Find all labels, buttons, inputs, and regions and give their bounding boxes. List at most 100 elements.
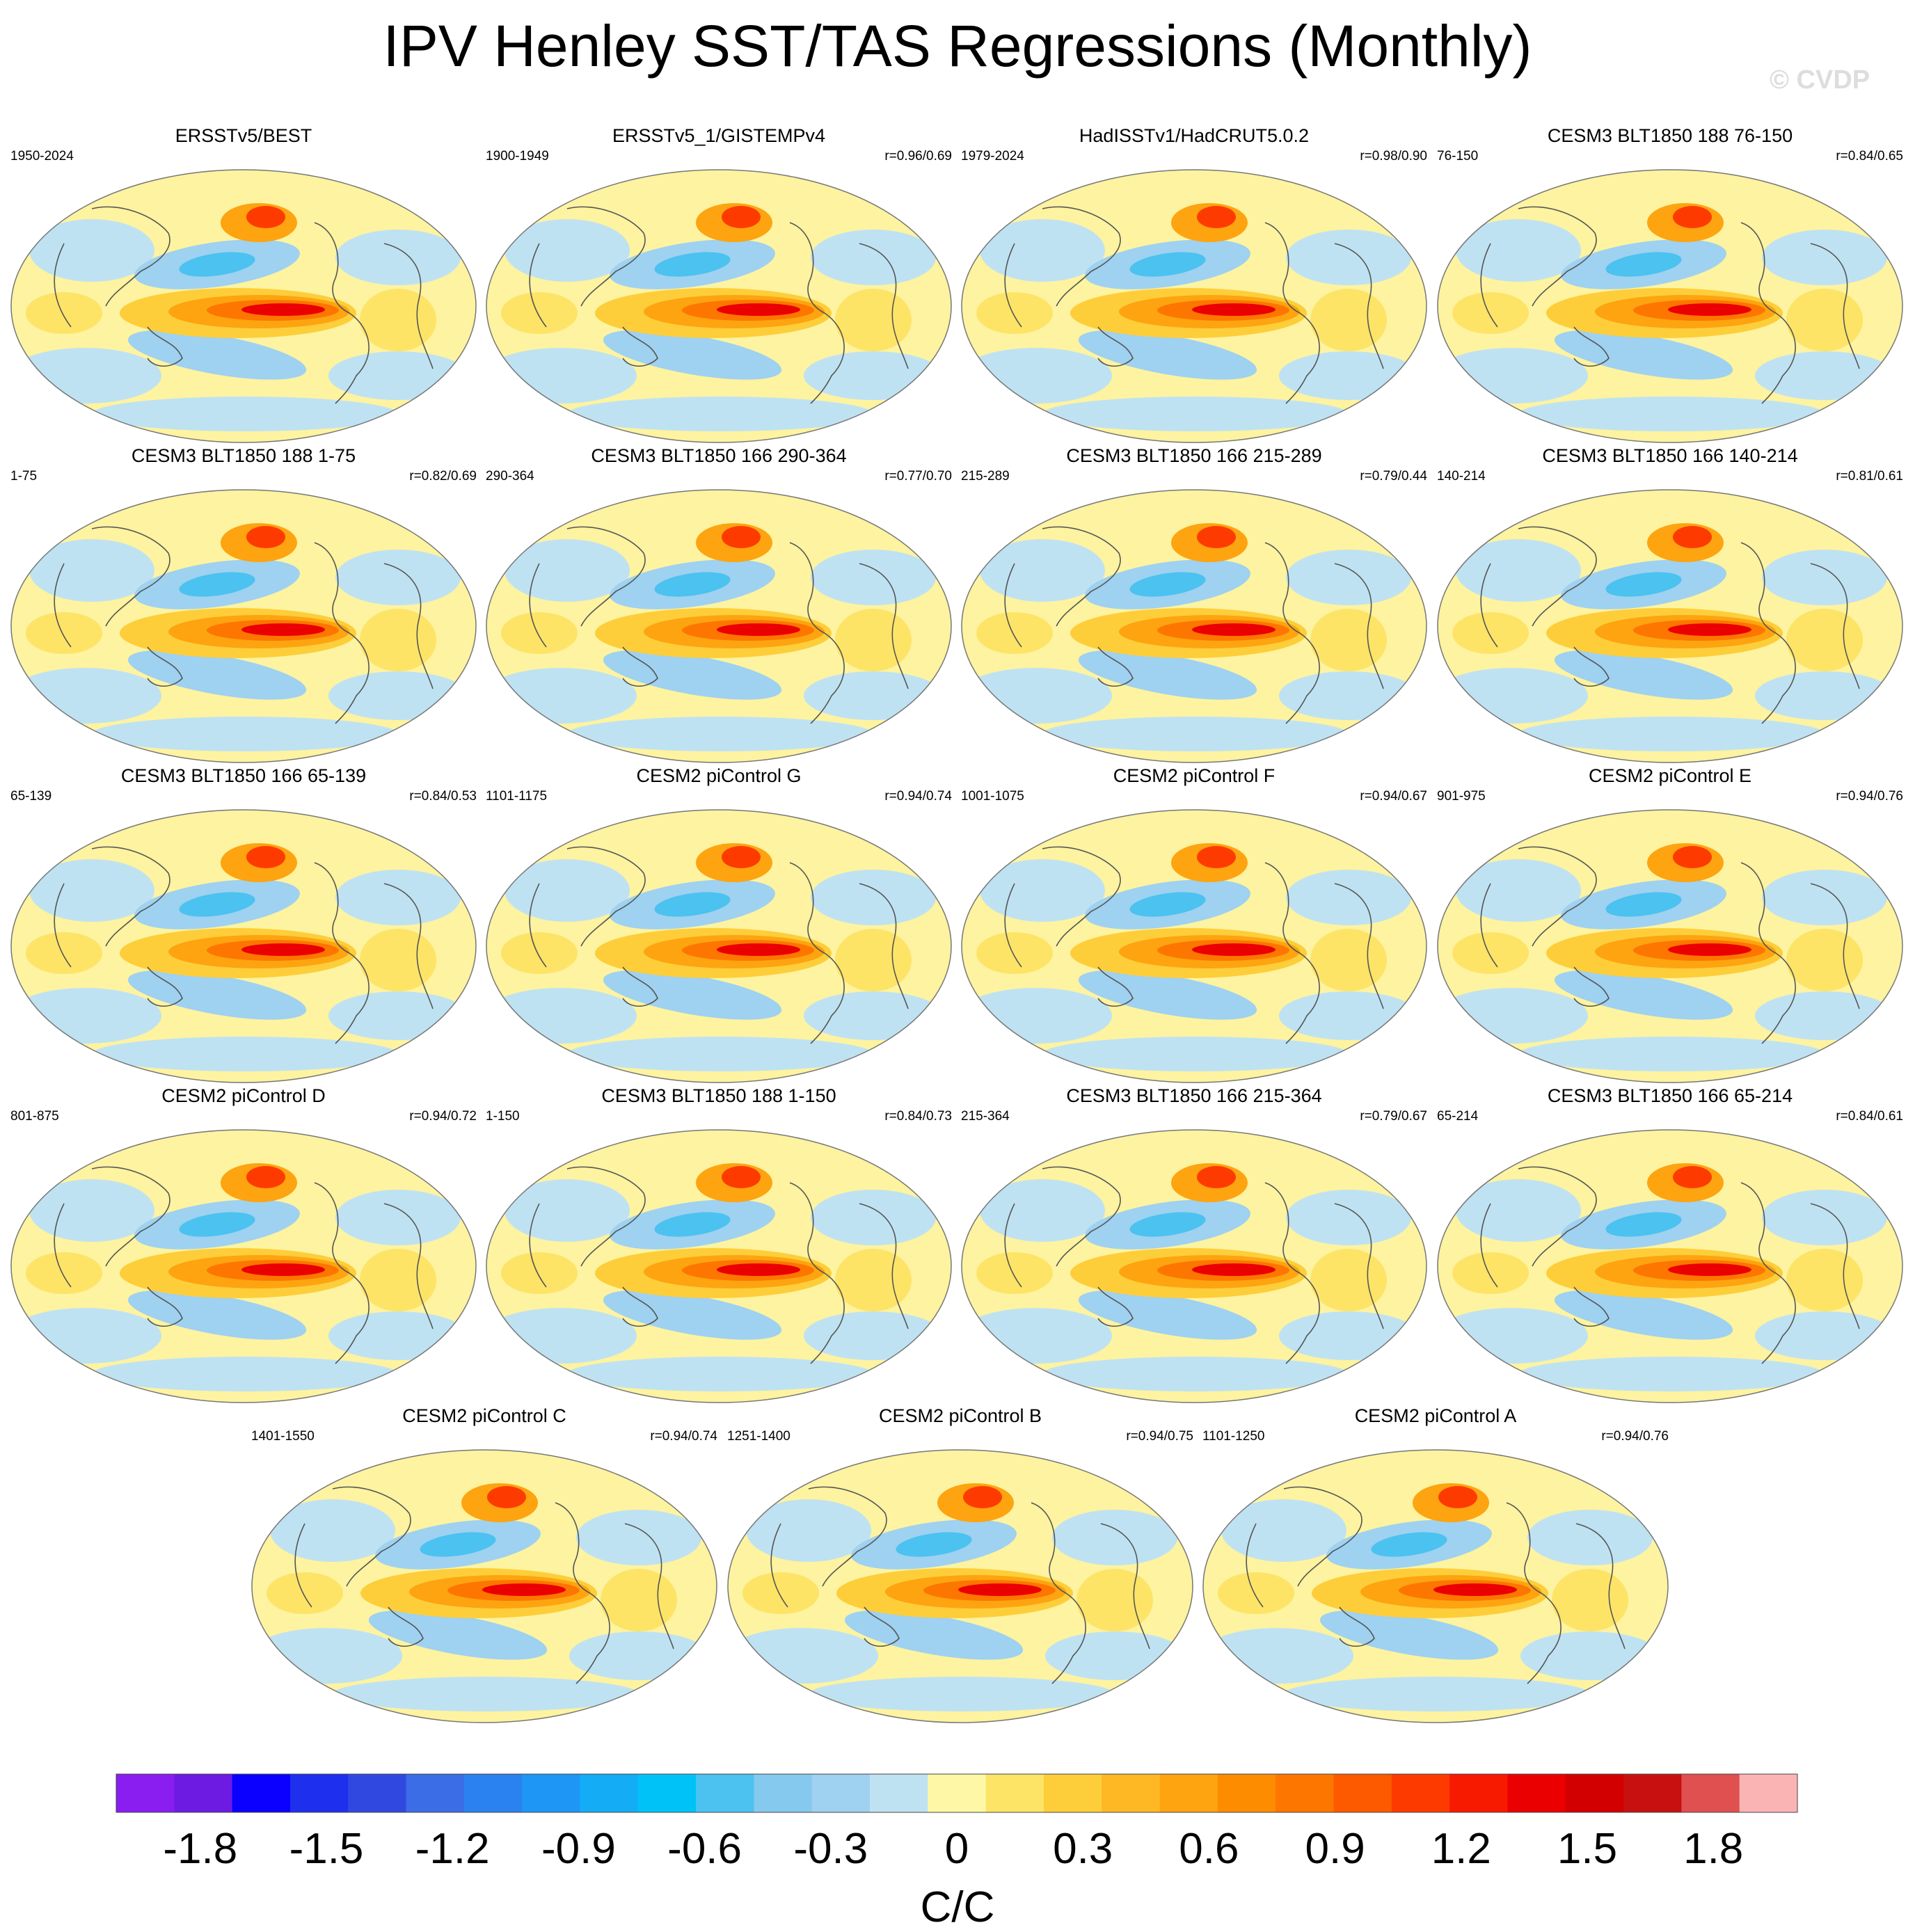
colorbar-tick-label: -0.3 [793,1825,868,1873]
panel-title: CESM2 piControl F [1113,765,1276,786]
panel-period: 215-289 [961,469,1010,484]
anomaly-contour [1310,609,1387,671]
coastline [1339,1606,1375,1647]
chart-title: IPV Henley SST/TAS Regressions (Monthly) [383,13,1532,79]
colorbar-swatch [811,1774,871,1812]
coastline [1264,862,1320,1044]
coastline [566,206,646,307]
anomaly-contour [1310,929,1387,991]
anomaly-contour [241,303,325,316]
anomaly-contour [567,1357,873,1391]
panel-correlation: r=0.94/0.75 [1126,1429,1193,1444]
map-border [10,809,477,1083]
coastline [1042,526,1121,627]
panel-title: CESM2 piControl C [402,1405,566,1426]
colorbar-tick-label: 1.5 [1557,1825,1617,1873]
regression-map [486,489,952,763]
coastline [1480,1203,1498,1288]
anomaly-contour [811,550,936,605]
panel-period: 1979-2024 [961,149,1024,163]
coastline [529,883,547,968]
coastline [624,1523,674,1650]
panel-title: CESM3 BLT1850 188 1-150 [601,1085,836,1106]
coastline [91,846,170,947]
panel-period: 290-364 [486,469,534,484]
panel-title: CESM3 BLT1850 188 76-150 [1547,125,1793,146]
map-border [1437,489,1903,763]
regression-map [1437,809,1903,1083]
coastline [91,1166,170,1267]
regression-map [1437,489,1903,763]
coastline [1264,222,1320,404]
anomaly-contour [501,292,578,334]
colorbar-swatch [289,1774,349,1812]
coastline [1004,1203,1022,1288]
map-panel: CESM3 BLT1850 188 1-75 1-75 r=0.82/0.69 [7,445,480,772]
coastline [1097,646,1134,687]
anomaly-contour [1673,206,1712,228]
anomaly-contour [1286,230,1411,285]
anomaly-contour [603,970,782,1020]
map-panel: CESM2 piControl C 1401-1550 r=0.94/0.74 [248,1405,721,1732]
panel-correlation: r=0.81/0.61 [1836,469,1903,484]
anomaly-contour [360,289,436,351]
anomaly-contour [980,219,1105,282]
anomaly-contour [1786,609,1863,671]
map-border [251,1449,717,1723]
panel-period: 1101-1175 [486,789,548,804]
anomaly-contour [1452,292,1529,334]
coastline [622,646,658,687]
anomaly-contour [504,539,630,602]
anomaly-contour [92,397,398,431]
coastline [294,1523,312,1608]
panel-title: CESM3 BLT1850 166 290-364 [591,445,847,466]
anomaly-contour [1078,330,1257,380]
panel-title: CESM3 BLT1850 166 65-139 [120,765,367,786]
coastline [91,206,170,307]
anomaly-contour [896,1532,972,1557]
coastline [1573,1286,1610,1327]
panel-correlation: r=0.94/0.67 [1360,789,1427,804]
colorbar-swatch [174,1774,233,1812]
coastline [1480,883,1498,968]
anomaly-contour [603,650,782,700]
map-border [486,1129,952,1403]
panel-title: CESM3 BLT1850 166 65-214 [1547,1085,1793,1106]
anomaly-contour [246,206,285,228]
regression-map [961,489,1427,763]
coastline [1031,1502,1086,1684]
anomaly-contour [127,650,307,700]
coastline [622,966,658,1007]
colorbar-tick-label: 0.6 [1179,1825,1239,1873]
coastline [789,222,845,404]
anomaly-contour [127,970,307,1020]
anomaly-contour [1042,1357,1349,1391]
anomaly-contour [963,1486,1002,1508]
anomaly-contour [1197,526,1236,548]
map-border [961,1129,1427,1403]
anomaly-contour [1456,539,1581,602]
anomaly-contour [487,1486,526,1508]
coastline [1740,542,1796,724]
coastline [314,542,370,724]
anomaly-contour [958,1583,1042,1596]
map-border [727,1449,1193,1723]
anomaly-contour [1371,1532,1447,1557]
anomaly-contour [1762,1190,1887,1245]
panel-period: 1900-1949 [486,149,549,163]
colorbar-tick-label: -1.8 [163,1825,237,1873]
coastline [147,966,183,1007]
coastline [1004,243,1022,328]
map-panel: HadISSTv1/HadCRUT5.0.2 1979-2024 r=0.98/0.… [958,125,1431,452]
anomaly-contour [976,292,1053,334]
panel-period: 1401-1550 [251,1429,315,1444]
anomaly-contour [1286,870,1411,925]
colorbar-swatch [463,1774,523,1812]
colorbar-swatch [1102,1774,1161,1812]
anomaly-contour [1310,289,1387,351]
coastline [566,846,646,947]
anomaly-contour [717,303,800,316]
panel-period: 1-75 [10,469,38,484]
anomaly-contour [360,929,436,991]
colorbar-swatch [522,1774,580,1812]
